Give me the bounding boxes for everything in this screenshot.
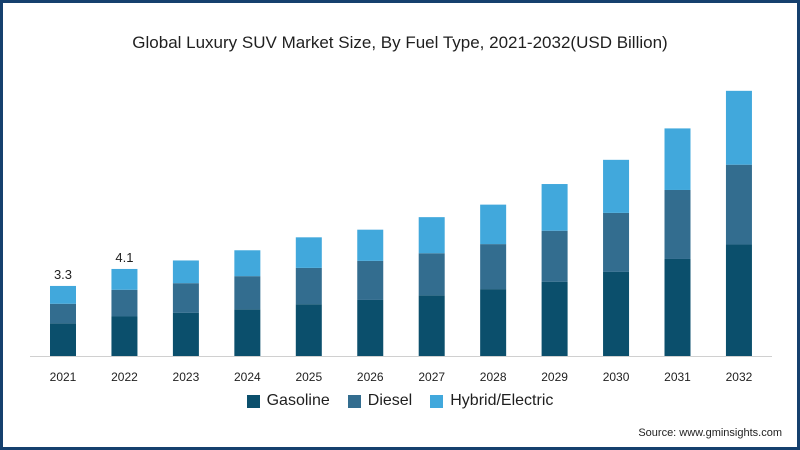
x-tick-label-2026: 2026 — [357, 370, 384, 384]
x-tick-label-2022: 2022 — [111, 370, 138, 384]
x-tick-label-2023: 2023 — [173, 370, 200, 384]
bar-hybrid-electric-2022 — [111, 268, 138, 290]
bar-diesel-2025 — [295, 267, 322, 305]
bar-hybrid-electric-2031 — [664, 128, 691, 190]
legend-item-diesel: Diesel — [347, 392, 413, 410]
x-tick-label-2025: 2025 — [295, 370, 322, 384]
legend-swatch-diesel — [347, 394, 361, 408]
source-note: Source: www.gminsights.com — [638, 427, 782, 439]
bar-diesel-2024 — [234, 276, 261, 310]
x-tick-label-2028: 2028 — [480, 370, 507, 384]
x-tick-label-2032: 2032 — [726, 370, 753, 384]
bar-hybrid-electric-2023 — [172, 260, 199, 284]
bar-gasoline-2030 — [603, 271, 630, 356]
legend-label-hybrid-electric: Hybrid/Electric — [450, 392, 554, 409]
legend-swatch-hybrid-electric — [430, 394, 444, 408]
bar-hybrid-electric-2029 — [541, 184, 568, 231]
legend-swatch-gasoline — [246, 394, 260, 408]
bar-hybrid-electric-2028 — [480, 204, 507, 245]
x-tick-label-2030: 2030 — [603, 370, 630, 384]
chart-title: Global Luxury SUV Market Size, By Fuel T… — [132, 33, 668, 52]
bar-diesel-2031 — [664, 189, 691, 259]
bar-gasoline-2021 — [50, 323, 76, 356]
x-tick-label-2027: 2027 — [418, 370, 445, 384]
bar-diesel-2030 — [603, 212, 630, 272]
bar-gasoline-2029 — [541, 281, 568, 356]
x-tick-label-2021: 2021 — [50, 370, 77, 384]
bar-diesel-2023 — [172, 283, 199, 313]
bar-hybrid-electric-2025 — [295, 237, 322, 268]
bar-hybrid-electric-2021 — [50, 285, 76, 304]
bar-gasoline-2028 — [480, 289, 507, 356]
bar-diesel-2026 — [357, 260, 384, 300]
bar-gasoline-2026 — [357, 299, 384, 356]
bar-hybrid-electric-2024 — [234, 250, 261, 277]
bar-diesel-2029 — [541, 230, 568, 282]
data-label-2022: 4.1 — [115, 250, 133, 265]
x-tick-label-2029: 2029 — [541, 370, 568, 384]
bar-diesel-2027 — [418, 253, 445, 296]
bar-hybrid-electric-2027 — [418, 217, 445, 254]
legend-item-hybrid-electric: Hybrid/Electric — [430, 392, 553, 410]
bar-hybrid-electric-2030 — [603, 159, 630, 213]
chart-legend: Gasoline Diesel Hybrid/Electric — [0, 392, 800, 410]
x-tick-label-2024: 2024 — [234, 370, 261, 384]
bar-diesel-2028 — [480, 244, 507, 290]
bar-diesel-2021 — [50, 303, 76, 324]
bar-diesel-2032 — [725, 164, 752, 245]
bar-hybrid-electric-2032 — [725, 90, 752, 165]
legend-item-gasoline: Gasoline — [246, 392, 330, 410]
bar-diesel-2022 — [111, 289, 138, 317]
bar-gasoline-2031 — [664, 258, 691, 356]
x-tick-label-2031: 2031 — [664, 370, 691, 384]
legend-label-gasoline: Gasoline — [266, 392, 330, 409]
bar-gasoline-2023 — [172, 312, 199, 356]
legend-label-diesel: Diesel — [367, 392, 413, 409]
bar-hybrid-electric-2026 — [357, 229, 384, 261]
data-label-2021: 3.3 — [54, 267, 72, 282]
bar-gasoline-2024 — [234, 309, 261, 356]
bar-gasoline-2025 — [295, 304, 322, 356]
bar-gasoline-2027 — [418, 295, 445, 356]
bar-gasoline-2022 — [111, 316, 138, 356]
bar-gasoline-2032 — [725, 244, 752, 356]
